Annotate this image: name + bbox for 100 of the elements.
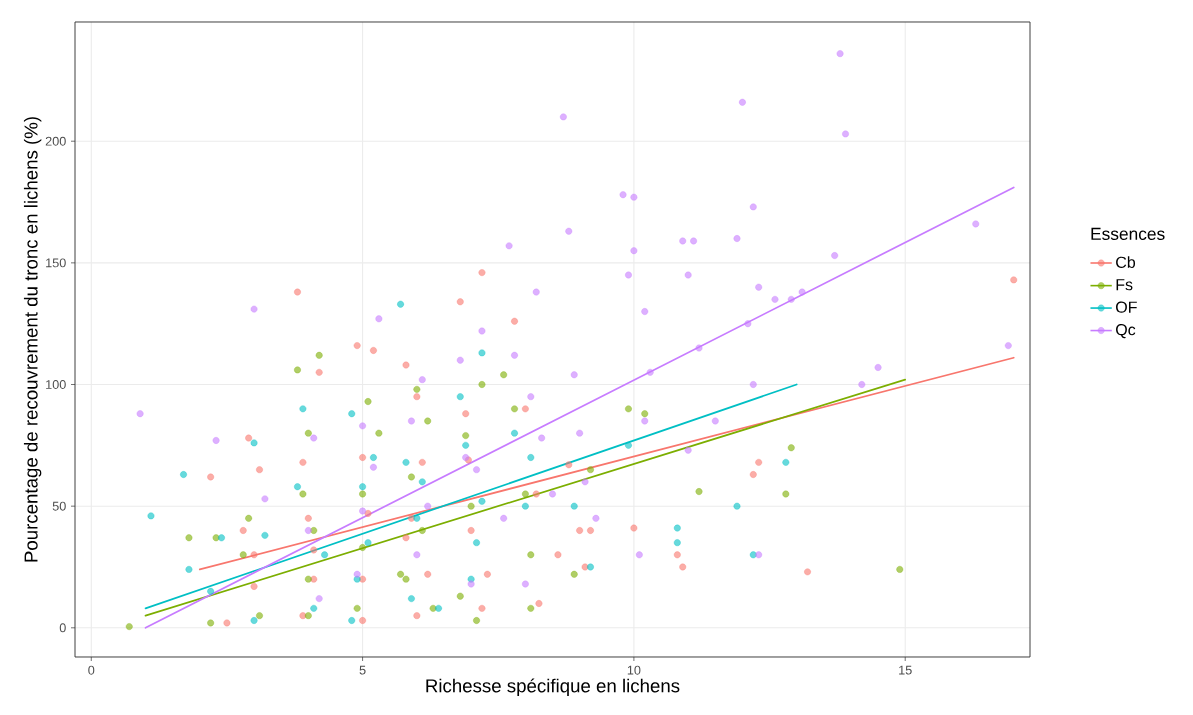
point — [212, 534, 220, 542]
point — [576, 527, 584, 534]
point — [467, 502, 475, 510]
point — [294, 288, 301, 296]
point — [511, 317, 518, 325]
point — [397, 300, 405, 308]
point — [359, 617, 367, 624]
y-tick-label: 200 — [45, 136, 66, 146]
point — [223, 619, 231, 627]
point — [787, 444, 795, 452]
point — [467, 527, 475, 534]
point — [478, 269, 486, 277]
point — [673, 524, 681, 532]
point — [310, 546, 318, 554]
point — [315, 368, 323, 376]
point — [407, 595, 415, 603]
point — [185, 565, 193, 573]
point — [353, 604, 361, 612]
point — [359, 490, 367, 498]
point — [413, 514, 421, 522]
x-tick-label: 5 — [359, 665, 366, 675]
point — [256, 466, 263, 474]
point — [500, 371, 508, 379]
legend-label: Fs — [1116, 279, 1133, 291]
point — [413, 612, 421, 620]
point — [456, 393, 464, 401]
point — [782, 490, 790, 498]
point — [673, 539, 681, 547]
point — [250, 551, 258, 559]
y-tick-label: 50 — [52, 501, 66, 511]
point — [630, 524, 638, 532]
y-tick-label: 0 — [59, 623, 66, 633]
point — [749, 551, 757, 559]
point — [418, 458, 426, 466]
x-tick-label: 15 — [899, 665, 912, 675]
point — [435, 604, 443, 612]
point — [570, 502, 578, 510]
point — [521, 502, 529, 510]
point — [348, 617, 356, 624]
point — [804, 568, 811, 576]
point — [625, 441, 632, 449]
point — [310, 527, 318, 534]
point — [532, 490, 540, 498]
point — [348, 410, 356, 418]
point — [239, 551, 247, 559]
point — [407, 473, 415, 481]
point — [473, 617, 481, 624]
point — [321, 551, 329, 559]
point — [587, 466, 594, 474]
point — [402, 458, 410, 466]
y-axis-title: Pourcentage de recouvrement du tronc en lichens (%) — [23, 117, 42, 562]
y-tick-label: 150 — [46, 258, 66, 268]
point — [462, 432, 470, 440]
point — [261, 531, 269, 539]
point — [527, 604, 535, 612]
point — [299, 612, 307, 620]
point — [180, 471, 187, 478]
point — [527, 551, 535, 559]
point — [418, 478, 426, 486]
point — [456, 592, 464, 600]
point — [304, 575, 312, 583]
point — [527, 454, 535, 461]
point — [402, 575, 410, 583]
point — [570, 570, 578, 578]
point — [587, 563, 594, 571]
point — [581, 563, 589, 571]
point — [304, 429, 312, 437]
y-tick-label: 100 — [46, 380, 66, 389]
point — [424, 570, 432, 578]
point — [147, 512, 155, 520]
point — [299, 458, 307, 466]
point — [429, 604, 437, 612]
point — [250, 582, 258, 590]
point — [245, 514, 253, 522]
point — [402, 534, 410, 542]
point — [310, 575, 318, 583]
point — [364, 509, 372, 517]
point — [462, 441, 470, 449]
point — [250, 439, 258, 447]
point — [207, 587, 215, 595]
point — [304, 612, 312, 620]
point — [359, 544, 367, 551]
point — [294, 366, 301, 374]
point — [299, 405, 307, 413]
point — [695, 488, 703, 496]
x-tick-label: 10 — [627, 665, 641, 675]
point — [369, 454, 377, 461]
point — [565, 461, 573, 469]
point — [353, 575, 361, 583]
point — [239, 527, 247, 534]
point — [478, 497, 486, 505]
point — [245, 434, 253, 442]
point — [407, 514, 415, 522]
point — [413, 393, 421, 401]
point — [369, 346, 377, 354]
point — [375, 429, 383, 437]
point — [402, 361, 410, 369]
point — [679, 563, 687, 571]
point — [462, 410, 470, 418]
x-tick-label: 0 — [88, 665, 95, 675]
